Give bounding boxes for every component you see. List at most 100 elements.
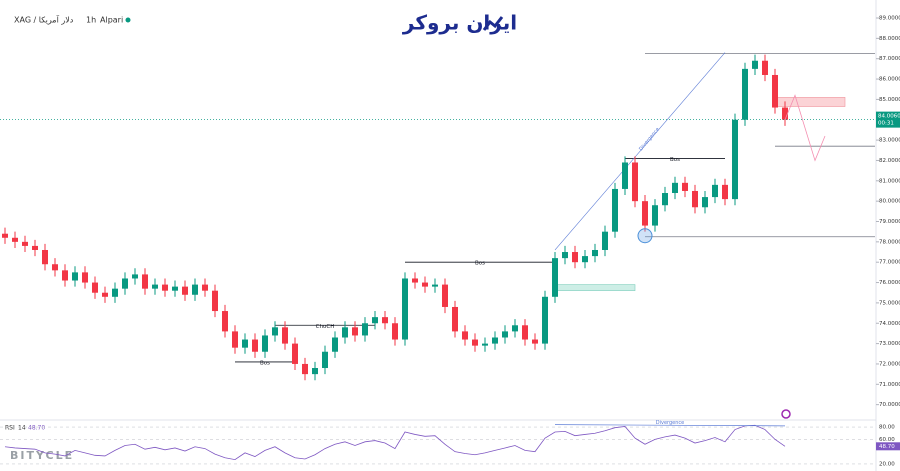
candle-body — [112, 288, 118, 297]
candle-body — [572, 252, 578, 263]
structure-label: ChoCH — [316, 324, 335, 330]
candle-body — [262, 335, 268, 352]
candle-body — [462, 331, 468, 340]
alert-icon — [781, 409, 791, 419]
candle-body — [552, 258, 558, 297]
candle-body — [612, 188, 618, 232]
rsi-tick-label: 20.00 — [879, 461, 895, 467]
candle-body — [642, 201, 648, 226]
candle-body — [492, 337, 498, 344]
candle-body — [182, 286, 188, 295]
candle-body — [202, 284, 208, 291]
candle-body — [92, 282, 98, 293]
candle-body — [722, 184, 728, 200]
candle-body — [322, 351, 328, 369]
candle-body — [682, 182, 688, 191]
watermark: BITYCLE — [10, 449, 74, 462]
rsi-length: 14 — [18, 425, 26, 432]
y-tick-label: 78.0000 — [879, 239, 900, 245]
candle-body — [692, 190, 698, 208]
candle-body — [602, 231, 608, 250]
candle-body — [332, 337, 338, 352]
candle-body — [142, 274, 148, 289]
structure-label: Bos — [670, 157, 680, 163]
rsi-divergence-line — [554, 424, 786, 427]
candle-body — [432, 284, 438, 287]
y-tick-label: 83.0000 — [879, 138, 900, 144]
rsi-divergence-label: Divergence — [656, 420, 685, 426]
candle-body — [192, 284, 198, 295]
zone — [554, 284, 636, 291]
rsi-last-tag — [876, 442, 900, 451]
candle-body — [272, 327, 278, 336]
candle-body — [372, 317, 378, 324]
y-tick-label: 74.0000 — [879, 321, 900, 327]
candle-body — [752, 60, 758, 69]
candle-body — [592, 249, 598, 257]
candle-body — [152, 284, 158, 289]
candle-body — [122, 278, 128, 289]
status-dot — [125, 17, 131, 23]
y-tick-label: 73.0000 — [879, 341, 900, 347]
candle-body — [512, 325, 518, 332]
candle-body — [382, 317, 388, 324]
candle-body — [82, 272, 88, 283]
y-tick-label: 89.0000 — [879, 16, 900, 22]
y-tick-label: 77.0000 — [879, 260, 900, 266]
candle-body — [482, 343, 488, 346]
interval: 1h — [86, 16, 96, 25]
y-tick-label: 82.0000 — [879, 158, 900, 164]
candle-body — [522, 325, 528, 340]
last-price-tag — [876, 111, 900, 128]
candle-body — [342, 327, 348, 338]
rsi-line — [4, 424, 786, 461]
candle-body — [12, 237, 18, 242]
y-tick-label: 80.0000 — [879, 199, 900, 205]
candle-body — [62, 270, 68, 281]
rsi-title: RSI — [5, 425, 15, 432]
candle-body — [542, 296, 548, 344]
y-tick-label: 85.0000 — [879, 97, 900, 103]
candle-body — [172, 286, 178, 291]
logo: ایران بروکر — [402, 11, 517, 35]
candle-body — [702, 197, 708, 208]
candle-body — [72, 272, 78, 281]
countdown: 00:31 — [878, 121, 894, 127]
projection-path — [784, 94, 826, 162]
candle-body — [252, 339, 258, 352]
candle-body — [352, 327, 358, 336]
candle-body — [42, 249, 48, 265]
candle-body — [212, 290, 218, 312]
y-tick-label: 81.0000 — [879, 178, 900, 184]
candle-body — [712, 184, 718, 198]
candle-body — [622, 162, 628, 189]
candle-body — [292, 343, 298, 364]
candle-body — [532, 339, 538, 344]
y-tick-label: 75.0000 — [879, 300, 900, 306]
candle-body — [162, 284, 168, 291]
candle-body — [442, 284, 448, 307]
candle-body — [662, 193, 668, 206]
y-tick-label: 87.0000 — [879, 56, 900, 62]
last-price-label: 84.0060 — [878, 114, 900, 120]
candle-body — [782, 107, 788, 120]
candle-body — [22, 241, 28, 246]
candle-body — [362, 323, 368, 336]
candle-body — [742, 68, 748, 120]
logo-icon — [482, 16, 504, 31]
candle-body — [562, 252, 568, 259]
structure-label: Bos — [475, 261, 485, 267]
highlight-circle — [637, 228, 653, 244]
candle-body — [412, 278, 418, 283]
divergence-label: Divergence — [638, 127, 661, 153]
rsi-tick-label: 60.00 — [879, 437, 895, 443]
candle-body — [472, 339, 478, 346]
candle-body — [32, 245, 38, 250]
candle-body — [222, 311, 228, 332]
candle-body — [2, 233, 8, 238]
rsi-tick-label: 80.00 — [879, 425, 895, 431]
structure-label: Bos — [260, 360, 270, 366]
candle-body — [392, 323, 398, 340]
y-tick-label: 72.0000 — [879, 361, 900, 367]
